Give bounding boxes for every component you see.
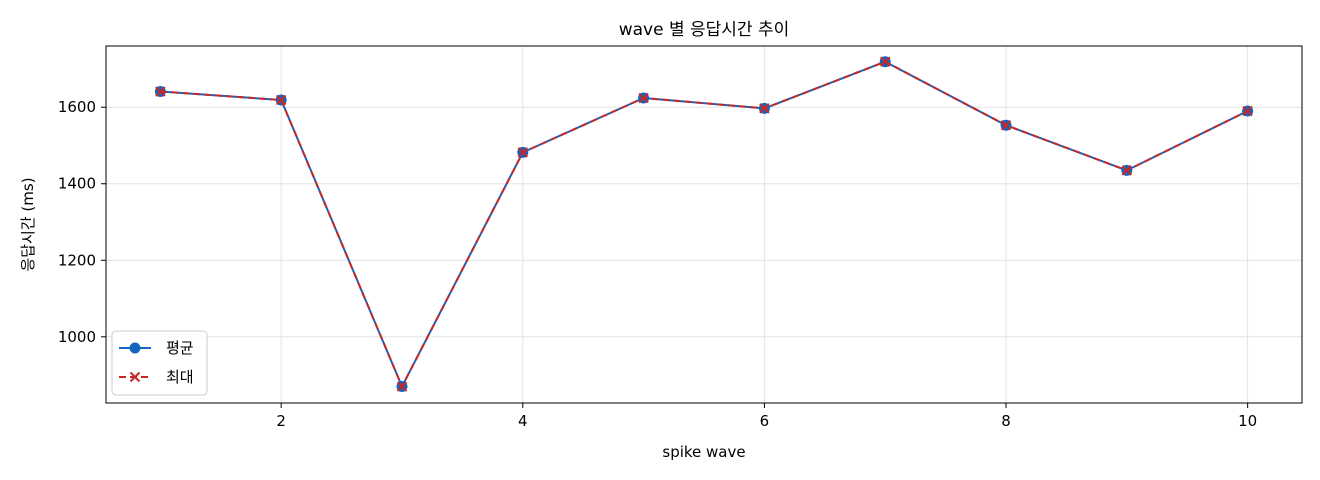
series-2-point — [517, 147, 528, 158]
legend-label: 최대 — [166, 368, 194, 386]
x-tick-label: 2 — [276, 412, 286, 430]
y-tick-label: 1200 — [58, 251, 96, 269]
x-tick-label: 6 — [760, 412, 770, 430]
legend-label: 평균 — [166, 339, 194, 357]
chart-title: wave 별 응답시간 추이 — [619, 20, 790, 40]
series-2-point — [1121, 165, 1133, 176]
y-tick-label: 1400 — [58, 175, 96, 193]
y-tick-label: 1000 — [58, 328, 96, 346]
x-tick-label: 10 — [1238, 412, 1257, 430]
series-2 — [155, 56, 1253, 392]
legend-marker — [129, 371, 141, 383]
axis-ticks: 2 4 6 8 10 1000 1200 1400 1600 — [58, 98, 1257, 430]
series-2-point — [396, 381, 408, 392]
x-axis-label: spike wave — [662, 443, 745, 461]
y-axis-label: 응답시간 (ms) — [19, 177, 37, 271]
series-2-point — [1000, 119, 1012, 131]
legend-entry: 최대 — [119, 368, 194, 386]
series-2-point — [155, 86, 166, 97]
series-2-point — [880, 56, 891, 67]
series-2-point — [638, 92, 649, 104]
series-2-point — [759, 103, 770, 114]
x-tick-label: 4 — [518, 412, 528, 430]
legend-marker — [129, 342, 141, 354]
y-tick-label: 1600 — [58, 98, 96, 116]
series-layer — [154, 56, 1254, 393]
series-2-point — [275, 94, 287, 106]
legend-entry: 평균 — [119, 339, 194, 357]
series-2-line — [160, 60, 1249, 388]
x-tick-label: 8 — [1001, 412, 1011, 430]
series-2-point — [1242, 105, 1253, 117]
plot-area-frame — [105, 45, 1303, 404]
